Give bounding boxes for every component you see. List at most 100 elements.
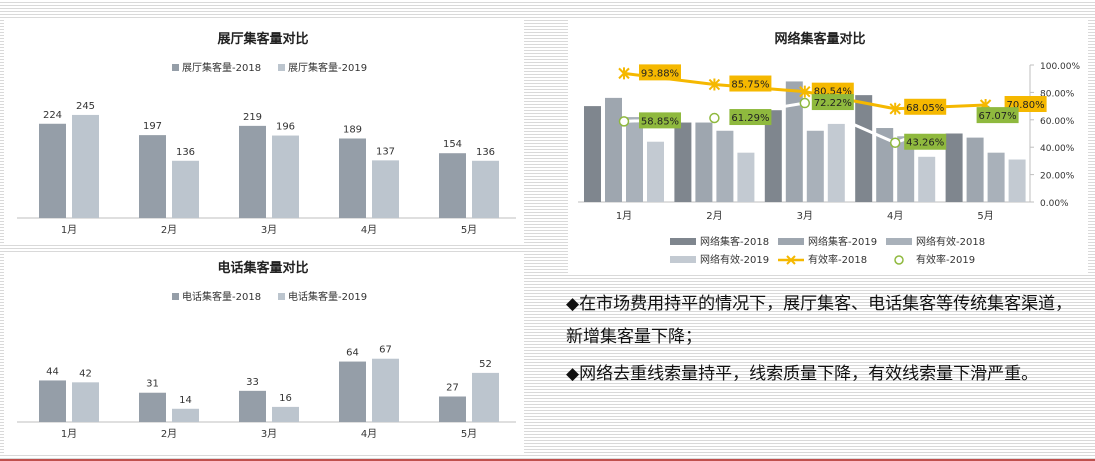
network-legend: 网络集客-2018 网络集客-2019 网络有效-2018 网络有效-2019 有效率-… [670,235,985,266]
bar [764,110,782,202]
point-rate-2018 [889,102,901,115]
bar [72,382,99,422]
x-tick-label: 2月 [706,210,722,222]
data-label-rate-2018: 80.54% [814,87,852,98]
legend-swatch [670,256,696,263]
bar [239,390,266,422]
data-label-rate-2018: 93.88% [641,68,679,79]
bar [695,122,713,202]
data-label: 154 [443,139,462,150]
point-rate-2018 [799,85,811,98]
bar [737,152,755,202]
x-tick-label: 4月 [361,224,377,236]
phone-chart-title: 电话集客量对比 [217,260,308,276]
label-box-2019 [904,133,947,150]
data-label: 14 [179,395,192,406]
bar [945,133,963,202]
bar [172,408,199,422]
bar [785,81,803,202]
bar [139,135,166,218]
x-tick-label: 3月 [261,224,277,236]
bar [1008,159,1026,202]
data-label: 33 [246,377,259,388]
data-label: 196 [276,122,295,133]
label-box-2019 [976,107,1019,124]
data-label: 16 [279,393,292,404]
data-label: 137 [376,146,395,157]
y2-tick-label: 80.00% [1040,89,1075,99]
data-label-rate-2018: 68.05% [906,103,944,114]
bar [272,406,299,422]
bar [918,156,936,202]
x-tick-label: 3月 [797,210,813,222]
showroom-chart-title: 展厅集客量对比 [217,31,308,47]
x-tick-label: 4月 [361,428,377,440]
data-label-rate-2018: 85.75% [731,80,769,91]
x-tick-label: 2月 [161,224,177,236]
data-label: 245 [76,101,95,112]
label-box-2018 [729,75,772,92]
bar [272,135,299,218]
bar [584,106,601,202]
bar [439,396,466,422]
bar [605,97,622,202]
x-tick-label: 5月 [461,428,477,440]
bar [897,136,915,202]
legend-swatch [278,293,285,300]
bar [647,141,664,202]
legend-label: 有效率-2019 [916,253,975,266]
data-label: 27 [446,383,459,394]
legend-swatch [886,238,912,245]
point-rate-2019 [618,116,630,127]
legend-marker [786,255,796,265]
legend-swatch [778,238,804,245]
legend-label: 网络集客-2019 [808,235,877,248]
x-tick-label: 1月 [61,224,77,236]
legend-label: 电话集客量-2019 [288,290,367,303]
bar [716,130,734,202]
data-label-rate-2018: 70.80% [1007,100,1045,111]
data-label: 52 [479,359,492,370]
label-box-2019 [811,94,854,111]
label-box-2018 [904,98,947,115]
data-label: 136 [176,147,195,158]
bar [39,123,66,218]
data-label: 42 [79,368,92,379]
bar [674,122,692,202]
legend-label: 网络有效-2019 [700,253,769,266]
data-label: 64 [346,348,359,359]
bar [827,123,845,202]
bar [372,160,399,218]
label-box-2019 [729,109,772,126]
bar [626,117,643,202]
legend-label: 展厅集客量-2018 [182,61,261,74]
label-box-2019 [639,112,681,129]
phone-legend: 电话集客量-2018 电话集客量-2019 [172,290,367,303]
data-label: 224 [43,110,62,121]
bar [966,137,984,202]
x-tick-label: 4月 [887,210,903,222]
bar [139,392,166,422]
bar [855,95,873,202]
data-label: 197 [143,121,162,132]
data-label-rate-2019: 72.22% [814,98,852,109]
data-label: 44 [46,366,59,377]
data-label-rate-2019: 58.85% [641,116,679,127]
legend-label: 网络有效-2018 [916,235,985,248]
x-tick-label: 2月 [161,428,177,440]
x-tick-label: 5月 [977,210,993,222]
point-rate-2019 [709,112,720,124]
point-rate-2019 [799,97,811,109]
point-rate-2018 [618,67,630,80]
legend-label: 有效率-2018 [808,253,867,266]
x-tick-label: 3月 [261,428,277,440]
data-label: 67 [379,345,392,356]
bar [72,114,99,218]
bar [39,380,66,422]
y2-tick-label: 60.00% [1040,117,1075,127]
note-network-leads: ◆网络去重线索量持平，线索质量下降，有效线索量下滑严重。 [566,364,1039,384]
bottom-divider [0,459,1095,461]
